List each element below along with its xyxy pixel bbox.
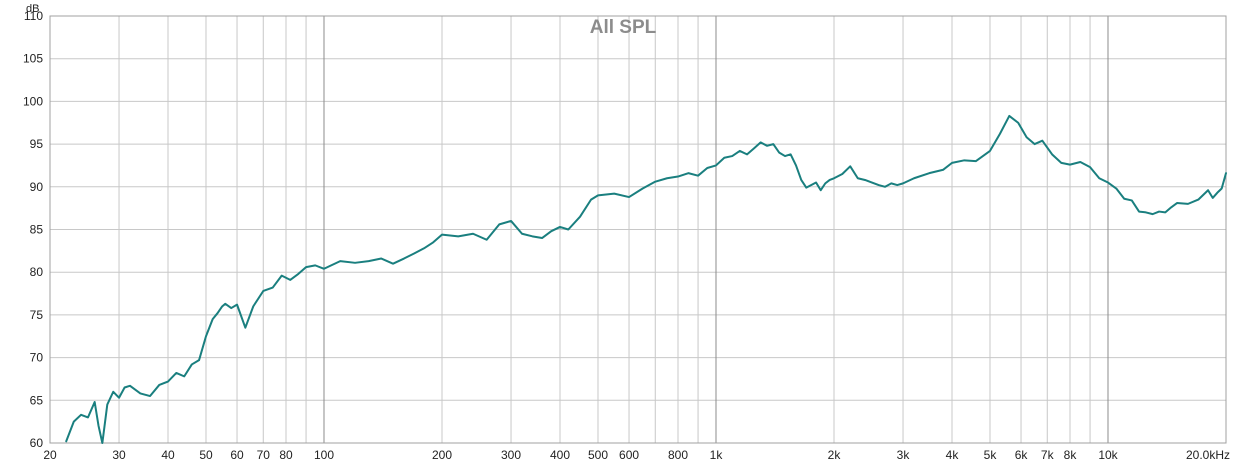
x-tick-label: 300 bbox=[501, 448, 521, 462]
x-tick-label: 200 bbox=[432, 448, 452, 462]
chart-title: All SPL bbox=[590, 17, 657, 38]
x-tick-label: 20 bbox=[43, 448, 57, 462]
y-tick-label: 65 bbox=[30, 393, 44, 407]
x-tick-label: 2k bbox=[828, 448, 842, 462]
y-tick-label: 95 bbox=[30, 137, 44, 151]
y-tick-label: 60 bbox=[30, 436, 44, 450]
y-tick-label: 85 bbox=[30, 223, 44, 237]
x-tick-label: 100 bbox=[314, 448, 334, 462]
plot-frame bbox=[49, 15, 1227, 444]
y-tick-label: 70 bbox=[30, 351, 44, 365]
x-tick-label: 8k bbox=[1064, 448, 1078, 462]
x-tick-label: 50 bbox=[199, 448, 213, 462]
y-tick-label: 105 bbox=[23, 52, 43, 66]
x-tick-label: 500 bbox=[588, 448, 608, 462]
x-tick-label: 400 bbox=[550, 448, 570, 462]
x-tick-label: 20.0kHz bbox=[1186, 448, 1230, 462]
x-tick-label: 4k bbox=[946, 448, 960, 462]
x-tick-label: 600 bbox=[619, 448, 639, 462]
x-tick-label: 7k bbox=[1041, 448, 1055, 462]
x-tick-label: 5k bbox=[984, 448, 998, 462]
y-tick-label: 80 bbox=[30, 265, 44, 279]
x-tick-label: 80 bbox=[279, 448, 293, 462]
y-unit-label: dB bbox=[26, 3, 39, 15]
x-tick-label: 6k bbox=[1015, 448, 1029, 462]
y-tick-label: 75 bbox=[30, 308, 44, 322]
x-tick-labels: 20 30 40 50 60 70 80 100 200 300 400 500 600 800 1k 2k 3… bbox=[43, 448, 1230, 462]
y-tick-label: 100 bbox=[23, 94, 43, 108]
x-tick-label: 70 bbox=[257, 448, 271, 462]
y-tick-labels: 60 65 70 75 80 85 90 95 100 105 110 bbox=[23, 9, 43, 450]
x-tick-label: 10k bbox=[1098, 448, 1118, 462]
x-tick-label: 3k bbox=[897, 448, 911, 462]
series-layer bbox=[65, 114, 1227, 444]
x-tick-label: 1k bbox=[710, 448, 724, 462]
x-tick-label: 30 bbox=[112, 448, 126, 462]
x-tick-label: 800 bbox=[668, 448, 688, 462]
x-tick-label: 60 bbox=[230, 448, 244, 462]
x-tick-label: 40 bbox=[161, 448, 175, 462]
y-tick-label: 90 bbox=[30, 180, 44, 194]
grid-lines bbox=[49, 15, 1227, 444]
y-tick-label: 110 bbox=[24, 9, 43, 23]
spl-series-line bbox=[65, 114, 1227, 444]
